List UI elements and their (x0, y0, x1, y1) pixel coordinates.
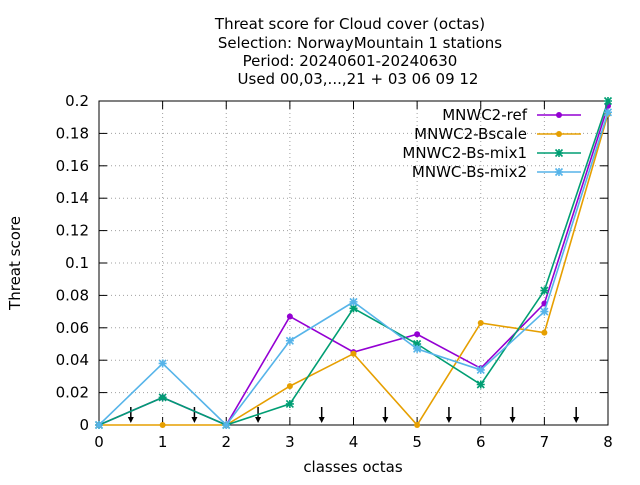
x-tick-label: 8 (603, 433, 613, 451)
series-layer (94, 96, 613, 430)
x-tick-label: 2 (221, 433, 231, 451)
marker-stroke (349, 297, 358, 306)
y-tick-label: 0.12 (56, 222, 89, 240)
x-tick-label: 0 (94, 433, 104, 451)
y-tick-label: 0.14 (56, 189, 89, 207)
data-point (603, 96, 613, 106)
data-point (556, 131, 562, 137)
y-tick-label: 0.04 (56, 351, 89, 369)
y-tick-label: 0.06 (56, 319, 89, 337)
data-point (477, 319, 484, 326)
arrow-head (445, 417, 452, 423)
marker-stroke (554, 167, 564, 177)
data-point (413, 344, 422, 353)
x-tick-label: 5 (412, 433, 422, 451)
x-tick-label: 7 (540, 433, 550, 451)
data-point (603, 108, 613, 117)
series-mnwc2-bs-mix1 (94, 96, 613, 430)
y-tick-label: 0 (79, 416, 89, 434)
marker-stroke (476, 380, 485, 389)
data-point (541, 329, 548, 336)
data-point (414, 331, 421, 338)
legend-label: MNWC-Bs-mix2 (412, 163, 527, 181)
data-point (476, 365, 485, 374)
marker-stroke (540, 286, 549, 295)
legend-label: MNWC2-Bs-mix1 (402, 144, 527, 162)
marker-stroke (603, 96, 613, 106)
marker-stroke (540, 307, 549, 316)
series-line (98, 112, 609, 427)
data-point (285, 336, 294, 345)
data-point (350, 350, 357, 357)
y-tick-label: 0.18 (56, 124, 89, 142)
arrow-head (191, 417, 198, 423)
chart-title-line-4: Used 00,03,...,21 + 03 06 09 12 (238, 70, 479, 88)
chart-title-line-2: Selection: NorwayMountain 1 stations (218, 34, 502, 52)
x-tick-label: 1 (158, 433, 168, 451)
marker-stroke (158, 393, 167, 402)
data-point (413, 339, 422, 349)
arrow-head (573, 417, 580, 423)
marker-stroke (413, 344, 422, 353)
arrow-head (509, 417, 516, 423)
data-point (222, 420, 231, 430)
arrow-head (382, 417, 389, 423)
marker-stroke (158, 359, 167, 368)
chart-title-line-1: Threat score for Cloud cover (octas) (214, 15, 485, 33)
data-point (158, 393, 167, 402)
marker-stroke (476, 365, 485, 374)
grid-layer (99, 101, 608, 425)
data-point (554, 148, 564, 158)
marker-stroke (349, 304, 358, 313)
data-point (476, 380, 485, 389)
y-tick-label: 0.16 (56, 157, 89, 175)
data-point (554, 167, 564, 177)
data-point (540, 286, 549, 295)
marker-stroke (285, 399, 294, 409)
y-tick-label: 0.1 (65, 254, 89, 272)
data-point (285, 399, 294, 409)
data-point (286, 383, 293, 390)
data-point (94, 420, 104, 430)
marker-stroke (285, 336, 294, 345)
data-point (286, 313, 293, 320)
legend-item: MNWC-Bs-mix2 (412, 163, 581, 181)
data-point (556, 112, 562, 118)
x-tick-label: 6 (476, 433, 486, 451)
y-tick-label: 0.02 (56, 384, 89, 402)
legend: MNWC2-refMNWC2-BscaleMNWC2-Bs-mix1MNWC-B… (402, 106, 581, 181)
arrow-head (255, 417, 262, 423)
x-tick-label: 3 (285, 433, 295, 451)
legend-label: MNWC2-Bscale (414, 125, 527, 143)
x-tick-label: 4 (349, 433, 359, 451)
chart-title-line-3: Period: 20240601-20240630 (243, 52, 458, 70)
legend-item: MNWC2-ref (442, 106, 581, 124)
data-point (349, 304, 358, 313)
data-point (540, 307, 549, 316)
arrow-layer (127, 407, 580, 423)
arrow-head (318, 417, 325, 423)
marker-stroke (554, 148, 564, 158)
data-point (159, 422, 166, 428)
marker-stroke (94, 420, 104, 430)
y-axis-label: Threat score (6, 216, 24, 311)
x-axis-label: classes octas (303, 458, 403, 476)
legend-label: MNWC2-ref (442, 106, 527, 124)
data-point (158, 359, 167, 368)
marker-stroke (222, 420, 231, 430)
legend-item: MNWC2-Bs-mix1 (402, 144, 581, 162)
data-point (349, 297, 358, 306)
y-tick-label: 0.08 (56, 286, 89, 304)
marker-stroke (413, 339, 422, 349)
tick-layer: 0 0.02 0.04 0.06 0.08 0.1 0.12 0.14 0.16 0.18 0.2 0… (56, 92, 613, 451)
series-mnwc-bs-mix2 (94, 108, 613, 430)
marker-stroke (603, 108, 613, 117)
y-tick-label: 0.2 (65, 92, 89, 110)
legend-item: MNWC2-Bscale (414, 125, 581, 143)
data-point (414, 422, 421, 428)
arrow-head (127, 417, 134, 423)
